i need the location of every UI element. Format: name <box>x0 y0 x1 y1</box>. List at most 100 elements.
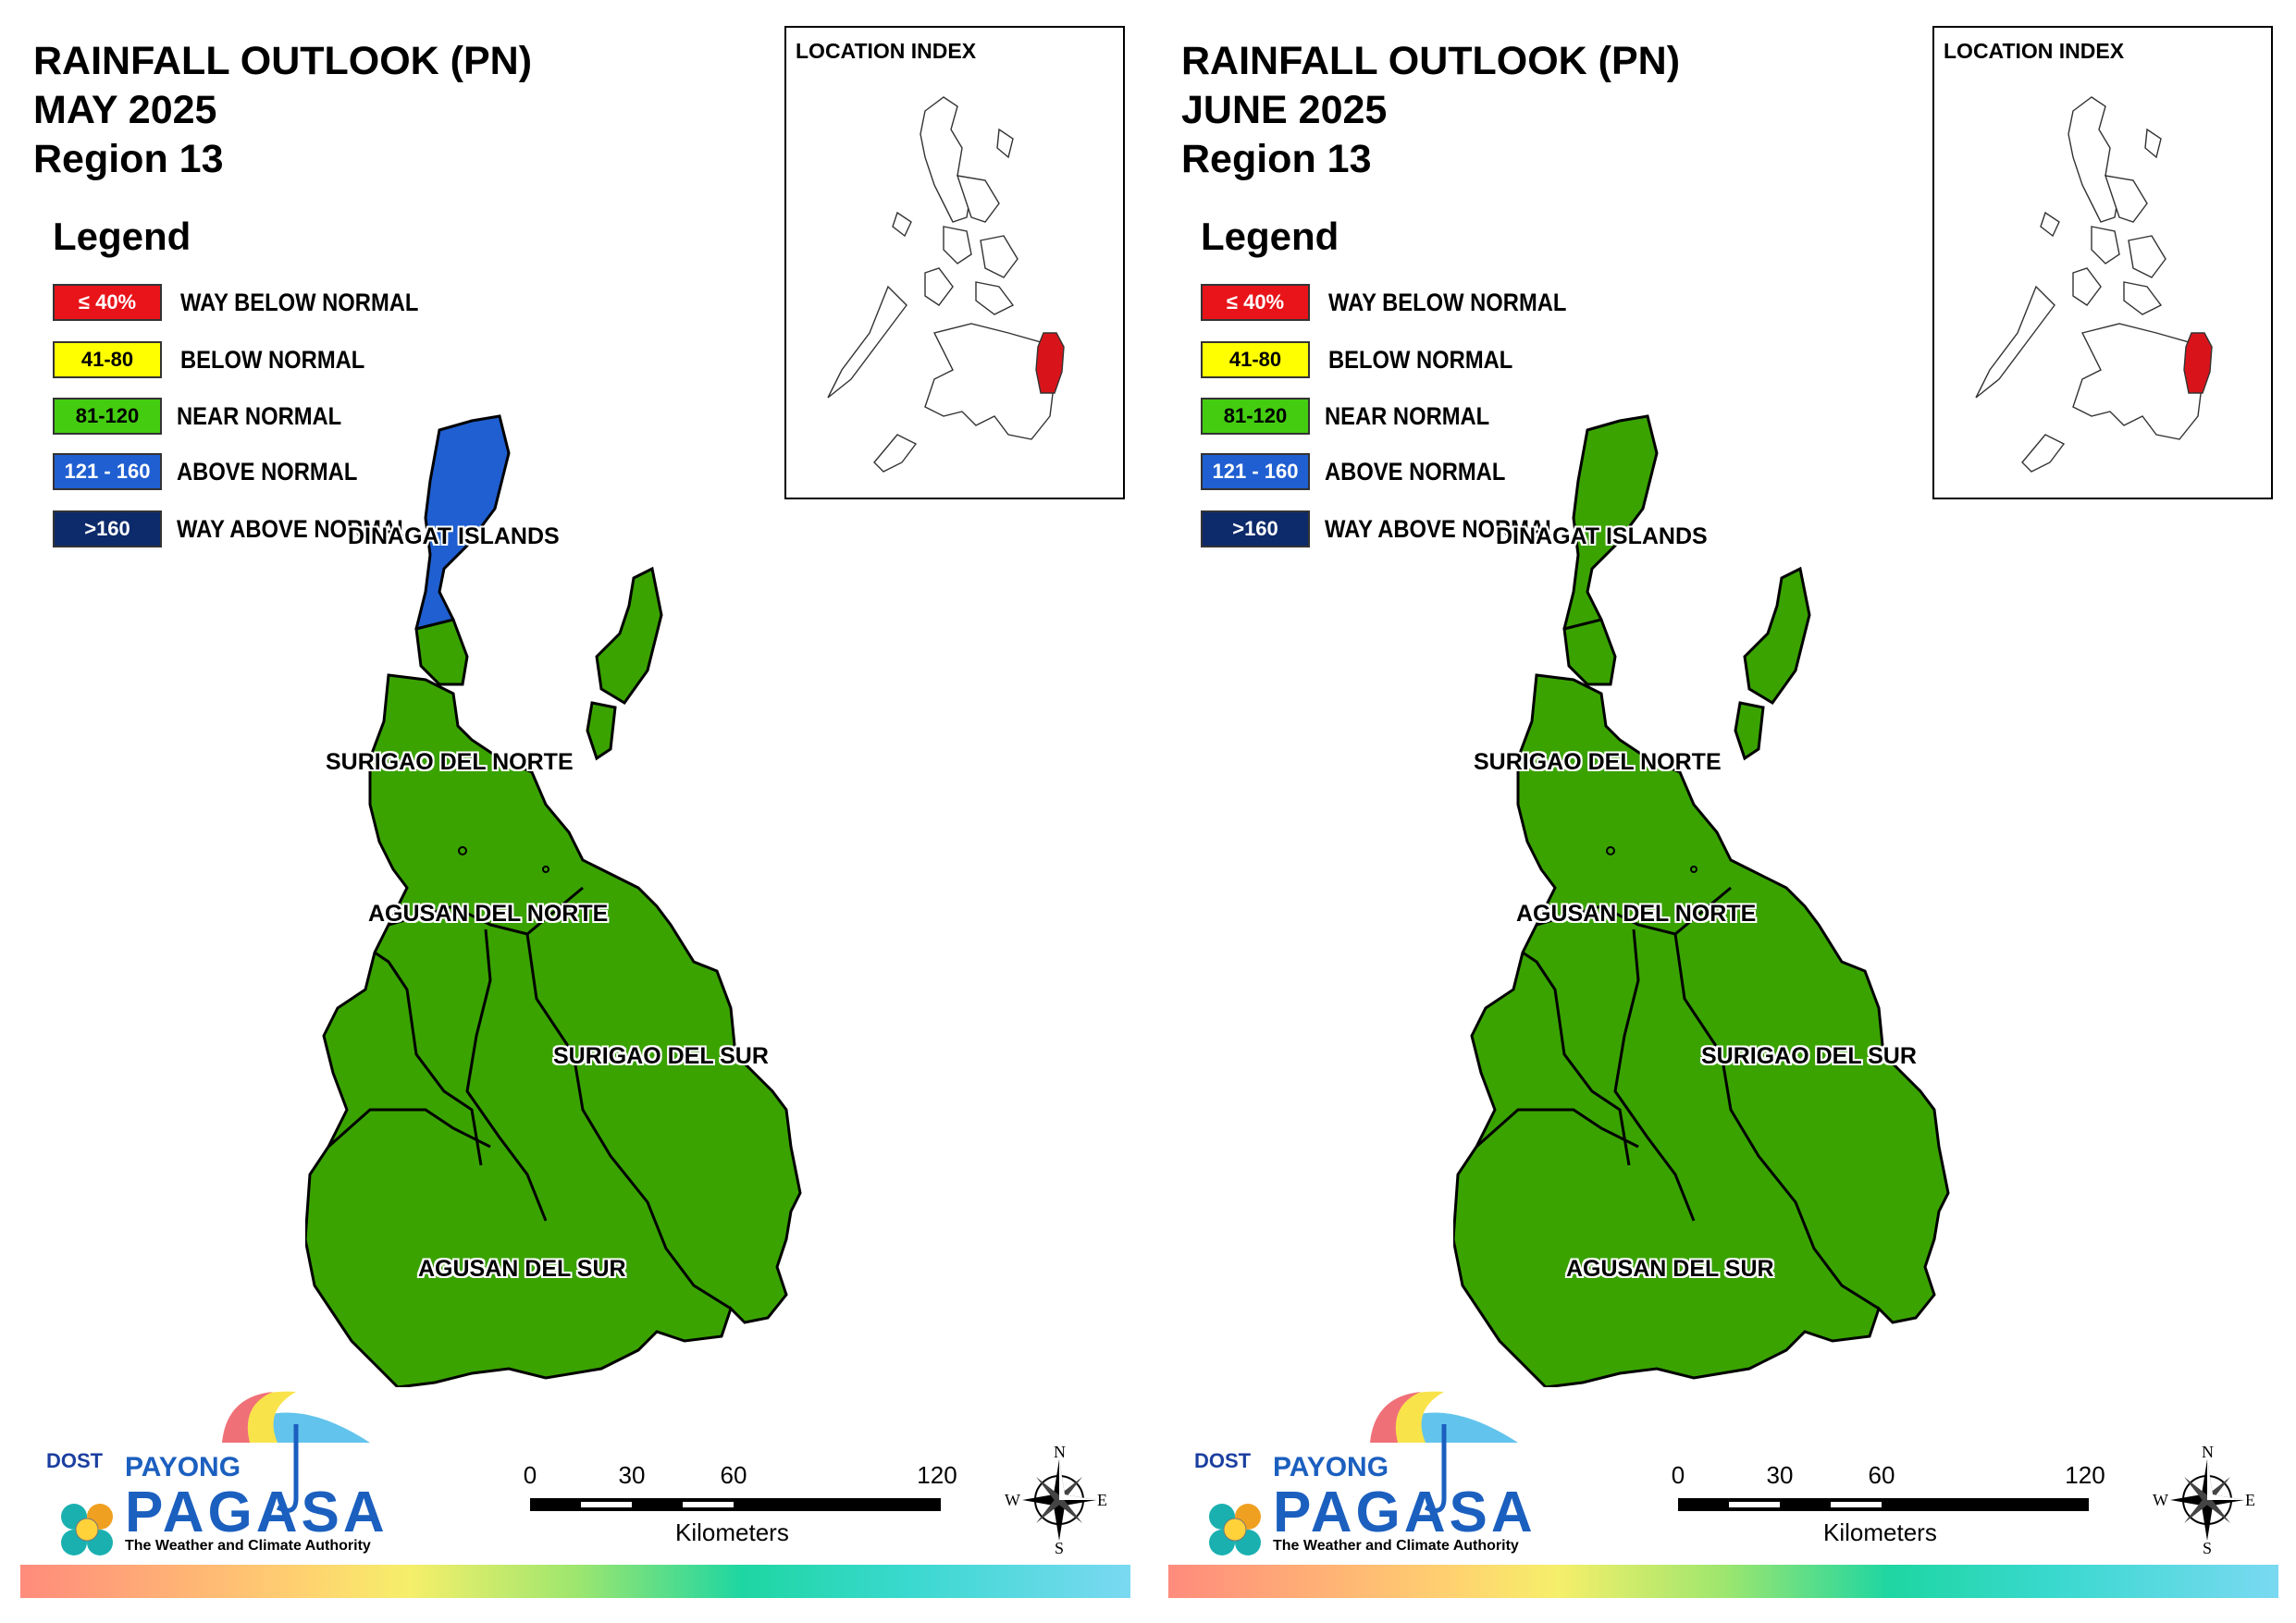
label-agusan-del-norte: AGUSAN DEL NORTE <box>368 901 609 927</box>
location-index-inset: LOCATION INDEX <box>784 26 1125 499</box>
label-agusan-del-sur: AGUSAN DEL SUR <box>418 1256 626 1282</box>
scale-bar-graphic <box>530 1498 941 1511</box>
region13-highlight <box>1035 332 1065 394</box>
payong-pagasa-logo: DOST PAYONG PAGASA The Weather and Clima… <box>1176 1387 1546 1563</box>
legend-label: WAY BELOW NORMAL <box>180 288 419 316</box>
legend-label: ABOVE NORMAL <box>1325 457 1506 486</box>
payong-text: PAYONG <box>1273 1452 1389 1482</box>
label-surigao-del-norte: SURIGAO DEL NORTE <box>326 749 574 775</box>
label-agusan-del-sur: AGUSAN DEL SUR <box>1566 1256 1774 1282</box>
compass-icon <box>1022 1459 1096 1541</box>
philippines-outline-map <box>1975 96 2213 473</box>
outlook-panel-may: RAINFALL OUTLOOK (PN) MAY 2025 Region 13… <box>20 26 1130 1598</box>
legend-swatch: >160 <box>1201 510 1310 547</box>
legend-label: WAY ABOVE NORMAL <box>177 514 411 543</box>
legend-label: NEAR NORMAL <box>1325 401 1490 430</box>
dost-text: DOST <box>1194 1449 1252 1472</box>
payong-text: PAYONG <box>125 1452 241 1482</box>
legend-item-near: 81-120 NEAR NORMAL <box>1201 396 1512 436</box>
title-line-3: Region 13 <box>1181 137 1372 181</box>
mainland-shape <box>303 673 802 1389</box>
compass-n: N <box>1054 1443 1066 1461</box>
title-line-1: RAINFALL OUTLOOK (PN) <box>1181 39 1681 83</box>
legend-label: NEAR NORMAL <box>177 401 342 430</box>
compass-w: W <box>2153 1491 2168 1509</box>
legend-swatch: >160 <box>53 510 162 547</box>
siargao-shape <box>1743 566 1811 705</box>
label-surigao-del-norte: SURIGAO DEL NORTE <box>1474 749 1722 775</box>
scale-units: Kilometers <box>1823 1518 1937 1546</box>
compass-icon <box>2170 1459 2244 1541</box>
legend-swatch: ≤ 40% <box>53 284 162 321</box>
gradient-footer-bar <box>1168 1565 2278 1598</box>
legend-title: Legend <box>1201 215 1339 258</box>
region13-highlight <box>2183 332 2213 394</box>
legend-item-below: 41-80 BELOW NORMAL <box>1201 339 1537 380</box>
pagasa-text: PAGASA <box>1273 1481 1537 1544</box>
region13-map <box>1451 407 1971 1392</box>
location-index-inset: LOCATION INDEX <box>1932 26 2273 499</box>
legend-item-way-above: >160 WAY ABOVE NORMAL <box>1201 509 1590 549</box>
pagasa-text: PAGASA <box>125 1481 389 1544</box>
compass-rose: N S E W <box>2153 1443 2258 1557</box>
region13-map-svg <box>1451 414 1950 1389</box>
compass-e: E <box>1097 1491 1107 1509</box>
scale-tick-120: 120 <box>917 1461 957 1489</box>
legend-label: WAY ABOVE NORMAL <box>1325 514 1559 543</box>
region13-map <box>290 407 823 1392</box>
scale-bar: 0 30 60 120 Kilometers <box>1666 1461 2129 1546</box>
legend-item-above: 121 - 160 ABOVE NORMAL <box>1201 451 1530 492</box>
legend-title: Legend <box>53 215 191 258</box>
legend-item-way-above: >160 WAY ABOVE NORMAL <box>53 509 442 549</box>
scale-tick-30: 30 <box>1766 1461 1794 1489</box>
scale-tick-0: 0 <box>1671 1461 1685 1489</box>
philippines-outline-map <box>827 96 1065 473</box>
legend-swatch: 81-120 <box>1201 398 1310 435</box>
tagline-text: The Weather and Climate Authority <box>125 1538 371 1554</box>
region13-map-svg <box>290 411 802 1389</box>
legend-swatch: 81-120 <box>53 398 162 435</box>
label-agusan-del-norte: AGUSAN DEL NORTE <box>1516 901 1757 927</box>
legend-item-way-below: ≤ 40% WAY BELOW NORMAL <box>53 282 451 323</box>
bucas-grande-shape <box>1734 701 1765 761</box>
legend-swatch: 41-80 <box>1201 341 1310 378</box>
label-dinagat-islands: DINAGAT ISLANDS <box>348 523 560 549</box>
dinagat-islands-south <box>414 618 469 686</box>
payong-pagasa-logo: DOST PAYONG PAGASA The Weather and Clima… <box>28 1387 398 1563</box>
label-surigao-del-sur: SURIGAO DEL SUR <box>1701 1043 1917 1069</box>
outlook-panel-june: RAINFALL OUTLOOK (PN) JUNE 2025 Region 1… <box>1148 0 2296 1623</box>
legend-label: BELOW NORMAL <box>1328 345 1513 374</box>
inset-title: LOCATION INDEX <box>796 39 977 63</box>
scale-tick-120: 120 <box>2065 1461 2105 1489</box>
legend-swatch: 121 - 160 <box>1201 453 1310 490</box>
scale-bar: 0 30 60 120 Kilometers <box>518 1461 981 1546</box>
inset-title: LOCATION INDEX <box>1944 39 2125 63</box>
legend-label: BELOW NORMAL <box>180 345 365 374</box>
legend-label: WAY BELOW NORMAL <box>1328 288 1567 316</box>
legend-item-below: 41-80 BELOW NORMAL <box>53 339 389 380</box>
scale-bar-graphic <box>1678 1498 2089 1511</box>
title-line-2: JUNE 2025 <box>1181 88 1388 132</box>
legend-item-near: 81-120 NEAR NORMAL <box>53 396 364 436</box>
mainland-shape <box>1451 673 1950 1389</box>
legend-swatch: 41-80 <box>53 341 162 378</box>
title-line-1: RAINFALL OUTLOOK (PN) <box>33 39 533 83</box>
map-title: RAINFALL OUTLOOK (PN) MAY 2025 Region 13 <box>33 37 532 184</box>
siargao-shape <box>595 566 663 705</box>
bucas-grande-shape <box>586 701 617 761</box>
legend-item-way-below: ≤ 40% WAY BELOW NORMAL <box>1201 282 1599 323</box>
umbrella-icon <box>1209 1391 1518 1555</box>
dinagat-islands-south <box>1562 618 1617 686</box>
scale-tick-30: 30 <box>618 1461 646 1489</box>
tagline-text: The Weather and Climate Authority <box>1273 1538 1519 1554</box>
umbrella-icon <box>61 1391 370 1555</box>
gradient-footer-bar <box>20 1565 1130 1598</box>
title-line-2: MAY 2025 <box>33 88 217 132</box>
compass-s: S <box>1055 1539 1065 1557</box>
compass-s: S <box>2203 1539 2213 1557</box>
label-surigao-del-sur: SURIGAO DEL SUR <box>553 1043 769 1069</box>
title-line-3: Region 13 <box>33 137 224 181</box>
legend-swatch: ≤ 40% <box>1201 284 1310 321</box>
dost-text: DOST <box>46 1449 104 1472</box>
scale-tick-0: 0 <box>523 1461 537 1489</box>
